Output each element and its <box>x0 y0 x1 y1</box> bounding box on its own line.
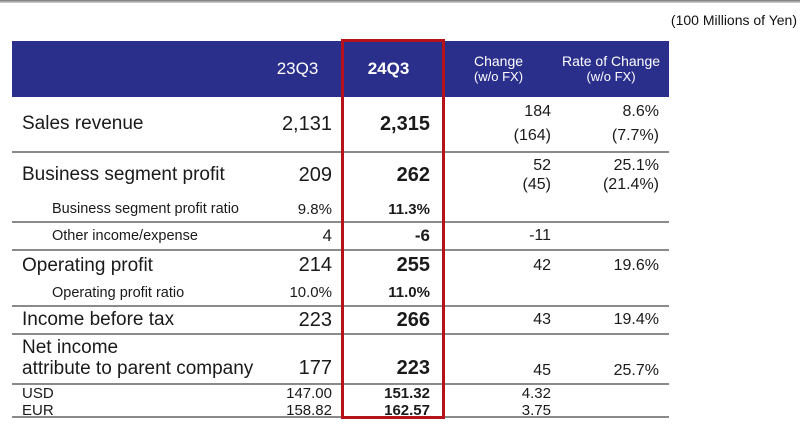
cell-23q3: 10.0% <box>289 284 332 301</box>
unit-note: (100 Millions of Yen) <box>670 12 797 28</box>
cell-change: 4.32 <box>521 385 551 402</box>
cell-rate-of-change <box>553 385 669 402</box>
cell-change: 184 (164) <box>444 97 553 151</box>
cell-change: 43 <box>533 311 551 328</box>
table-row-operating-profit: Operating profit 214 255 42 19.6% <box>12 251 669 280</box>
cell-change: 52 (45) <box>444 153 553 197</box>
header-rate-line1: Rate of Change <box>561 53 661 70</box>
table-row-operating-profit-ratio: Operating profit ratio 10.0% 11.0% <box>12 280 669 307</box>
cell-rate-of-change <box>553 197 669 221</box>
cell-24q3: 162.57 <box>384 402 430 419</box>
cell-24q3: 255 <box>396 254 430 276</box>
table-row-business-segment-profit: Business segment profit 209 262 52 (45) … <box>12 153 669 197</box>
row-label: Business segment profit <box>22 164 225 185</box>
cell-rate-of-change: 19.6% <box>613 256 659 274</box>
cell-change <box>444 197 553 221</box>
header-change-line2: (w/o FX) <box>473 68 524 84</box>
cell-23q3: 177 <box>298 356 332 379</box>
cell-rate-line2: (21.4%) <box>602 175 659 193</box>
cell-change: -11 <box>529 227 551 244</box>
cell-change: 42 <box>533 256 551 274</box>
header-cell-empty <box>12 41 262 97</box>
cell-rate-line1: 25.1% <box>613 156 659 174</box>
cell-change-line2: (164) <box>513 127 551 145</box>
header-cell-rate-of-change: Rate of Change (w/o FX) <box>553 41 669 97</box>
row-label: Net income attribute to parent company <box>12 335 262 385</box>
row-label: Operating profit <box>22 254 153 276</box>
cell-rate-line1: 8.6% <box>622 103 659 121</box>
row-label: Income before tax <box>22 309 175 330</box>
cell-change <box>444 280 553 305</box>
cell-rate-of-change <box>553 223 669 249</box>
cell-change: 3.75 <box>521 402 551 419</box>
cell-23q3: 9.8% <box>297 200 332 218</box>
cell-24q3: -6 <box>414 226 430 245</box>
cell-23q3: 2,131 <box>281 112 332 135</box>
cell-23q3: 147.00 <box>286 385 332 402</box>
table-row-net-income: Net income attribute to parent company 1… <box>12 335 669 385</box>
row-label: Operating profit ratio <box>52 284 185 301</box>
header-cell-24q3: 24Q3 <box>367 59 410 79</box>
table-row-usd-rate: USD 147.00 151.32 4.32 <box>12 385 669 402</box>
cell-change: 45 <box>533 361 551 379</box>
row-label: Other income/expense <box>52 228 198 244</box>
cell-rate-of-change: 25.7% <box>613 361 659 379</box>
row-label: EUR <box>22 402 54 419</box>
cell-24q3: 11.0% <box>388 284 430 301</box>
header-cell-23q3: 23Q3 <box>276 59 319 79</box>
row-label-line2: attribute to parent company <box>22 357 254 379</box>
table-row-income-before-tax: Income before tax 223 266 43 19.4% <box>12 307 669 335</box>
table-row-other-income-expense: Other income/expense 4 -6 -11 <box>12 223 669 251</box>
table-row-eur-rate: EUR 158.82 162.57 3.75 <box>12 402 669 419</box>
cell-23q3: 223 <box>298 308 332 331</box>
top-border-line <box>0 0 800 3</box>
financial-results-table: 23Q3 24Q3 Change (w/o FX) Rate of Change… <box>12 41 669 419</box>
cell-change-line1: 184 <box>524 103 551 121</box>
table-row-business-segment-profit-ratio: Business segment profit ratio 9.8% 11.3% <box>12 197 669 223</box>
cell-24q3: 11.3% <box>388 200 430 218</box>
cell-24q3: 223 <box>396 356 430 379</box>
cell-23q3: 214 <box>298 254 332 276</box>
header-change-line1: Change <box>473 53 524 70</box>
header-rate-line2: (w/o FX) <box>586 68 636 84</box>
cell-change-line1: 52 <box>533 156 551 174</box>
table-header-row: 23Q3 24Q3 Change (w/o FX) Rate of Change… <box>12 41 669 97</box>
row-label-line1: Net income <box>22 337 119 358</box>
cell-23q3: 209 <box>298 163 332 186</box>
cell-rate-of-change: 19.4% <box>613 311 659 328</box>
row-label: Business segment profit ratio <box>52 201 239 217</box>
cell-23q3: 4 <box>322 226 332 245</box>
header-cell-change: Change (w/o FX) <box>444 41 553 97</box>
cell-24q3: 2,315 <box>379 112 430 135</box>
cell-24q3: 262 <box>396 163 430 186</box>
cell-rate-of-change <box>553 402 669 419</box>
cell-rate-of-change: 25.1% (21.4%) <box>553 153 669 197</box>
cell-23q3: 158.82 <box>286 402 332 419</box>
cell-rate-of-change: 8.6% (7.7%) <box>553 97 669 151</box>
row-label: USD <box>22 385 54 402</box>
cell-rate-of-change <box>553 280 669 305</box>
row-label: Sales revenue <box>22 113 144 134</box>
table-row-sales-revenue: Sales revenue 2,131 2,315 184 (164) 8.6%… <box>12 97 669 153</box>
cell-24q3: 266 <box>396 308 430 331</box>
cell-rate-line2: (7.7%) <box>611 127 659 145</box>
cell-24q3: 151.32 <box>384 385 430 402</box>
cell-change-line2: (45) <box>522 175 551 193</box>
